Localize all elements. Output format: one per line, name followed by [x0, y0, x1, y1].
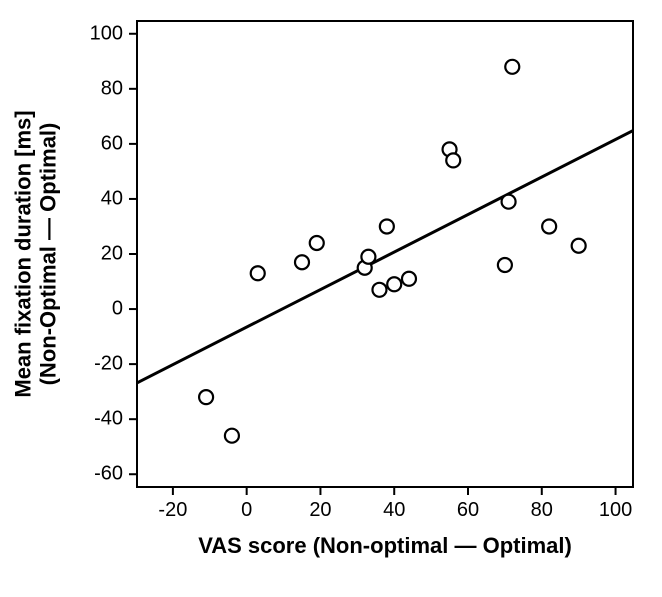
y-tick-label: 0: [112, 298, 123, 321]
y-tick-label: 40: [101, 187, 123, 210]
y-tick-label: -20: [94, 353, 123, 376]
x-tick-label: 60: [457, 499, 479, 522]
y-tick-label: 60: [101, 132, 123, 155]
y-tick-label: 100: [90, 22, 123, 45]
y-tick-label: -40: [94, 408, 123, 431]
data-point: [498, 258, 512, 272]
data-point: [380, 219, 394, 233]
x-tick-label: 20: [309, 499, 331, 522]
data-point: [387, 277, 401, 291]
data-point: [251, 266, 265, 280]
x-tick-label: -20: [158, 499, 187, 522]
data-point: [199, 390, 213, 404]
data-point: [572, 239, 586, 253]
y-tick-label: -60: [94, 463, 123, 486]
data-point: [402, 272, 416, 286]
data-point: [505, 60, 519, 74]
data-point: [542, 219, 556, 233]
x-tick-label: 100: [599, 499, 632, 522]
y-tick-label: 80: [101, 77, 123, 100]
scatter-chart: Mean fixation duration [ms] (Non-Optimal…: [0, 0, 662, 597]
data-point: [372, 283, 386, 297]
x-tick-label: 80: [531, 499, 553, 522]
data-point: [502, 195, 516, 209]
data-point: [446, 153, 460, 167]
data-point: [361, 250, 375, 264]
data-point: [225, 429, 239, 443]
data-point: [295, 255, 309, 269]
y-tick-label: 20: [101, 243, 123, 266]
x-tick-label: 40: [383, 499, 405, 522]
data-point: [310, 236, 324, 250]
regression-line: [136, 130, 634, 383]
x-tick-label: 0: [241, 499, 252, 522]
